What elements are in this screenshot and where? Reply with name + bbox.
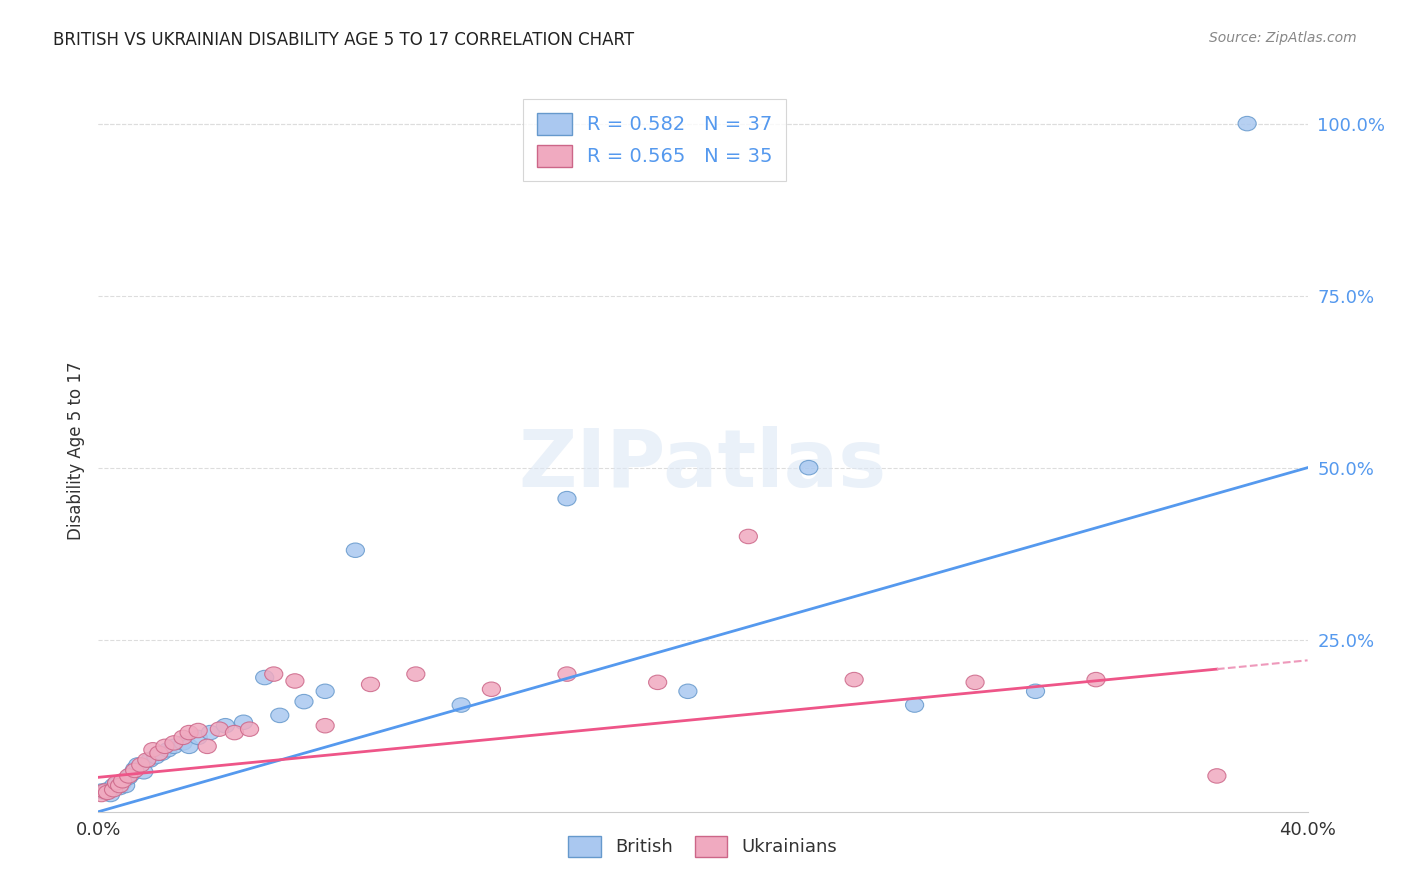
- Text: ZIPatlas: ZIPatlas: [519, 425, 887, 504]
- Ellipse shape: [453, 698, 470, 713]
- Ellipse shape: [159, 742, 177, 757]
- Ellipse shape: [346, 543, 364, 558]
- Ellipse shape: [1208, 769, 1226, 783]
- Ellipse shape: [125, 762, 143, 776]
- Ellipse shape: [225, 725, 243, 739]
- Ellipse shape: [143, 742, 162, 757]
- Ellipse shape: [104, 782, 122, 797]
- Ellipse shape: [264, 667, 283, 681]
- Ellipse shape: [1026, 684, 1045, 698]
- Ellipse shape: [482, 682, 501, 697]
- Ellipse shape: [111, 779, 129, 793]
- Ellipse shape: [558, 667, 576, 681]
- Ellipse shape: [966, 675, 984, 690]
- Ellipse shape: [98, 782, 117, 797]
- Ellipse shape: [146, 749, 165, 764]
- Ellipse shape: [114, 776, 132, 790]
- Ellipse shape: [120, 769, 138, 783]
- Ellipse shape: [558, 491, 576, 506]
- Ellipse shape: [1239, 116, 1256, 131]
- Ellipse shape: [845, 673, 863, 687]
- Ellipse shape: [122, 766, 141, 781]
- Ellipse shape: [165, 736, 183, 750]
- Ellipse shape: [905, 698, 924, 713]
- Ellipse shape: [132, 757, 150, 772]
- Ellipse shape: [150, 746, 167, 761]
- Ellipse shape: [316, 718, 335, 733]
- Ellipse shape: [174, 731, 193, 745]
- Text: Source: ZipAtlas.com: Source: ZipAtlas.com: [1209, 31, 1357, 45]
- Ellipse shape: [180, 739, 198, 754]
- Ellipse shape: [96, 785, 114, 800]
- Ellipse shape: [174, 736, 193, 750]
- Ellipse shape: [740, 529, 758, 544]
- Ellipse shape: [201, 725, 219, 739]
- Ellipse shape: [271, 708, 288, 723]
- Ellipse shape: [156, 739, 174, 754]
- Ellipse shape: [98, 785, 117, 800]
- Ellipse shape: [107, 776, 125, 790]
- Ellipse shape: [295, 694, 314, 709]
- Ellipse shape: [198, 739, 217, 754]
- Ellipse shape: [114, 773, 132, 788]
- Ellipse shape: [120, 770, 138, 785]
- Ellipse shape: [648, 675, 666, 690]
- Ellipse shape: [361, 677, 380, 691]
- Legend: British, Ukrainians: British, Ukrainians: [561, 829, 845, 864]
- Ellipse shape: [188, 731, 207, 745]
- Ellipse shape: [129, 757, 146, 772]
- Ellipse shape: [211, 722, 228, 737]
- Y-axis label: Disability Age 5 to 17: Disability Age 5 to 17: [66, 361, 84, 540]
- Ellipse shape: [117, 779, 135, 793]
- Ellipse shape: [107, 777, 125, 791]
- Text: BRITISH VS UKRAINIAN DISABILITY AGE 5 TO 17 CORRELATION CHART: BRITISH VS UKRAINIAN DISABILITY AGE 5 TO…: [53, 31, 634, 49]
- Ellipse shape: [285, 673, 304, 689]
- Ellipse shape: [217, 718, 235, 733]
- Ellipse shape: [125, 764, 143, 778]
- Ellipse shape: [135, 764, 153, 779]
- Ellipse shape: [104, 779, 122, 793]
- Ellipse shape: [800, 460, 818, 475]
- Ellipse shape: [101, 788, 120, 802]
- Ellipse shape: [406, 667, 425, 681]
- Ellipse shape: [235, 715, 253, 730]
- Ellipse shape: [256, 670, 274, 685]
- Ellipse shape: [153, 746, 172, 761]
- Ellipse shape: [138, 753, 156, 767]
- Ellipse shape: [240, 722, 259, 737]
- Ellipse shape: [1087, 673, 1105, 687]
- Ellipse shape: [111, 780, 129, 795]
- Ellipse shape: [141, 753, 159, 767]
- Ellipse shape: [316, 684, 335, 698]
- Ellipse shape: [165, 739, 183, 754]
- Ellipse shape: [679, 684, 697, 698]
- Ellipse shape: [180, 725, 198, 739]
- Ellipse shape: [188, 723, 207, 738]
- Ellipse shape: [93, 788, 111, 802]
- Ellipse shape: [96, 784, 114, 798]
- Ellipse shape: [93, 784, 111, 798]
